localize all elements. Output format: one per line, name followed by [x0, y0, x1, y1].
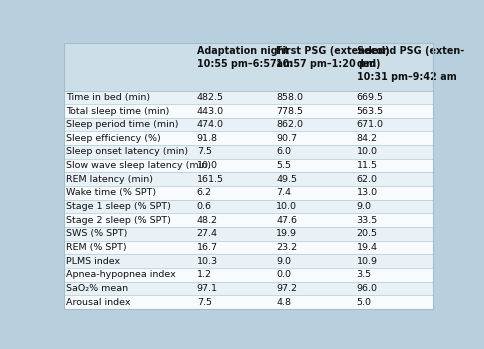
Text: 0.0: 0.0 [276, 270, 291, 279]
Bar [63, 200, 433, 214]
Text: First PSG (extended)
10:57 pm–1:20 pm: First PSG (extended) 10:57 pm–1:20 pm [276, 46, 390, 69]
Text: 47.6: 47.6 [276, 216, 297, 225]
Text: 10.0: 10.0 [276, 202, 297, 211]
Text: 7.5: 7.5 [197, 298, 212, 307]
Text: 3.5: 3.5 [357, 270, 372, 279]
Text: 671.0: 671.0 [357, 120, 384, 129]
Text: Adaptation night
10:55 pm–6:57am: Adaptation night 10:55 pm–6:57am [197, 46, 293, 69]
Text: 49.5: 49.5 [276, 175, 297, 184]
Text: REM latency (min): REM latency (min) [66, 175, 153, 184]
Text: 161.5: 161.5 [197, 175, 224, 184]
Text: 27.4: 27.4 [197, 229, 218, 238]
Text: 20.5: 20.5 [357, 229, 378, 238]
Bar [63, 118, 433, 132]
Text: Sleep efficiency (%): Sleep efficiency (%) [66, 134, 161, 143]
Text: 9.0: 9.0 [276, 257, 291, 266]
Text: Time in bed (min): Time in bed (min) [66, 93, 150, 102]
Text: SWS (% SPT): SWS (% SPT) [66, 229, 127, 238]
Text: 84.2: 84.2 [357, 134, 378, 143]
Text: 563.5: 563.5 [357, 106, 384, 116]
Text: 10.0: 10.0 [197, 161, 218, 170]
Text: 443.0: 443.0 [197, 106, 224, 116]
Bar [63, 268, 433, 282]
Bar [63, 295, 433, 309]
Text: 16.7: 16.7 [197, 243, 218, 252]
Text: 9.0: 9.0 [357, 202, 372, 211]
Text: 62.0: 62.0 [357, 175, 378, 184]
Text: 474.0: 474.0 [197, 120, 224, 129]
Text: 90.7: 90.7 [276, 134, 297, 143]
Text: 0.6: 0.6 [197, 202, 212, 211]
Text: 778.5: 778.5 [276, 106, 303, 116]
Text: 5.5: 5.5 [276, 161, 291, 170]
Bar [63, 132, 433, 145]
Text: 7.4: 7.4 [276, 188, 291, 198]
Text: 10.3: 10.3 [197, 257, 218, 266]
Text: 10.9: 10.9 [357, 257, 378, 266]
Text: 11.5: 11.5 [357, 161, 378, 170]
Text: Apnea-hypopnea index: Apnea-hypopnea index [66, 270, 176, 279]
Text: 4.8: 4.8 [276, 298, 291, 307]
Text: Sleep period time (min): Sleep period time (min) [66, 120, 179, 129]
Bar [63, 241, 433, 254]
Text: 862.0: 862.0 [276, 120, 303, 129]
Text: 10.0: 10.0 [357, 148, 378, 156]
Bar [63, 254, 433, 268]
Text: PLMS index: PLMS index [66, 257, 120, 266]
Text: Total sleep time (min): Total sleep time (min) [66, 106, 169, 116]
Text: 13.0: 13.0 [357, 188, 378, 198]
Text: 19.9: 19.9 [276, 229, 297, 238]
Text: 96.0: 96.0 [357, 284, 378, 293]
Bar [63, 282, 433, 295]
Text: 48.2: 48.2 [197, 216, 218, 225]
Text: Wake time (% SPT): Wake time (% SPT) [66, 188, 156, 198]
Text: Stage 1 sleep (% SPT): Stage 1 sleep (% SPT) [66, 202, 171, 211]
Text: SaO₂% mean: SaO₂% mean [66, 284, 128, 293]
Text: 7.5: 7.5 [197, 148, 212, 156]
Bar [63, 227, 433, 241]
Text: 5.0: 5.0 [357, 298, 372, 307]
Bar [63, 186, 433, 200]
Text: Slow wave sleep latency (min): Slow wave sleep latency (min) [66, 161, 211, 170]
Bar [63, 172, 433, 186]
Text: 97.1: 97.1 [197, 284, 218, 293]
Text: 97.2: 97.2 [276, 284, 297, 293]
Text: 858.0: 858.0 [276, 93, 303, 102]
Text: 6.2: 6.2 [197, 188, 212, 198]
Text: 669.5: 669.5 [357, 93, 384, 102]
Bar [63, 159, 433, 172]
Text: 91.8: 91.8 [197, 134, 218, 143]
Text: 23.2: 23.2 [276, 243, 297, 252]
Bar [63, 90, 433, 104]
Bar [63, 145, 433, 159]
Text: 19.4: 19.4 [357, 243, 378, 252]
Text: Second PSG (exten-
ded)
10:31 pm–9:42 am: Second PSG (exten- ded) 10:31 pm–9:42 am [357, 46, 464, 82]
Text: 6.0: 6.0 [276, 148, 291, 156]
Text: 482.5: 482.5 [197, 93, 224, 102]
Text: Arousal index: Arousal index [66, 298, 131, 307]
Text: Stage 2 sleep (% SPT): Stage 2 sleep (% SPT) [66, 216, 171, 225]
Bar [63, 104, 433, 118]
Bar [63, 214, 433, 227]
Bar [63, 44, 433, 90]
Text: 1.2: 1.2 [197, 270, 212, 279]
Text: 33.5: 33.5 [357, 216, 378, 225]
Text: Sleep onset latency (min): Sleep onset latency (min) [66, 148, 188, 156]
Text: REM (% SPT): REM (% SPT) [66, 243, 127, 252]
